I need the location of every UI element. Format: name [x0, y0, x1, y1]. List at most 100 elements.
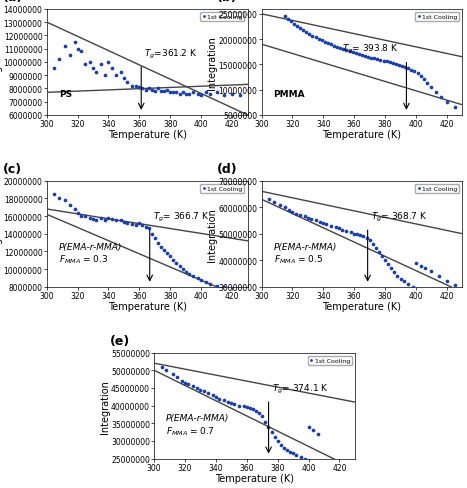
Point: [113, 217, 120, 225]
Point: [354, 231, 361, 239]
Text: $F_{MMA}$ = 0.3: $F_{MMA}$ = 0.3: [59, 253, 108, 265]
Point: [369, 241, 376, 249]
Point: [108, 65, 115, 73]
Legend: 1st Cooling: 1st Cooling: [308, 356, 352, 365]
Point: [179, 265, 186, 273]
Point: [349, 49, 356, 57]
Point: [268, 428, 275, 436]
Point: [92, 69, 100, 77]
Point: [105, 59, 112, 66]
Point: [265, 423, 272, 431]
Point: [71, 39, 78, 47]
Y-axis label: Integration: Integration: [207, 207, 217, 261]
Point: [86, 214, 94, 222]
Point: [386, 59, 394, 66]
Point: [383, 58, 390, 66]
Point: [382, 257, 389, 264]
Point: [181, 379, 189, 386]
Point: [404, 281, 412, 288]
Point: [207, 281, 214, 288]
Point: [117, 69, 125, 77]
Text: $T_g$= 368.7 K: $T_g$= 368.7 K: [371, 211, 427, 224]
Point: [220, 283, 228, 291]
Point: [398, 63, 406, 71]
Point: [66, 52, 74, 60]
Point: [380, 58, 387, 65]
Point: [327, 223, 335, 230]
Text: (e): (e): [110, 335, 130, 347]
Point: [262, 418, 269, 426]
Point: [154, 239, 162, 247]
Point: [390, 269, 398, 277]
Point: [321, 39, 329, 46]
Point: [363, 234, 370, 242]
Point: [410, 68, 418, 76]
Point: [333, 43, 341, 51]
Point: [170, 257, 177, 264]
Point: [174, 374, 181, 382]
Point: [392, 61, 400, 69]
Point: [198, 92, 205, 100]
Point: [74, 45, 81, 53]
Point: [301, 213, 309, 221]
Point: [228, 285, 236, 293]
X-axis label: Temperature (K): Temperature (K): [322, 130, 402, 140]
Point: [163, 86, 171, 94]
Point: [163, 366, 170, 374]
Point: [281, 13, 289, 21]
Legend: 1st Cooling: 1st Cooling: [200, 13, 244, 22]
Point: [366, 237, 374, 245]
Point: [249, 406, 257, 413]
Point: [202, 279, 210, 286]
Point: [97, 214, 105, 222]
Point: [352, 50, 360, 58]
Point: [324, 40, 332, 48]
Point: [375, 249, 382, 257]
Point: [281, 204, 289, 212]
Point: [157, 88, 165, 96]
Point: [182, 91, 190, 99]
Point: [120, 219, 127, 226]
Point: [202, 89, 210, 97]
Text: (a): (a): [2, 0, 23, 4]
Point: [228, 91, 236, 99]
Point: [120, 75, 127, 82]
Point: [55, 56, 63, 64]
Point: [310, 427, 317, 434]
Point: [384, 261, 392, 268]
Y-axis label: Integration: Integration: [207, 36, 217, 90]
Point: [178, 377, 186, 385]
Point: [297, 453, 304, 461]
Text: PMMA: PMMA: [274, 90, 305, 99]
Point: [205, 389, 212, 397]
X-axis label: Temperature (K): Temperature (K): [107, 302, 187, 312]
Point: [215, 395, 223, 403]
Point: [145, 225, 152, 233]
Point: [337, 45, 344, 53]
Point: [319, 220, 327, 227]
Point: [358, 52, 366, 60]
Point: [287, 19, 295, 26]
Legend: 1st Cooling: 1st Cooling: [415, 13, 459, 22]
Point: [213, 89, 220, 97]
Point: [292, 451, 300, 459]
Point: [231, 400, 238, 408]
Point: [66, 202, 74, 210]
Point: [276, 201, 284, 209]
Point: [286, 448, 294, 456]
Point: [77, 48, 85, 56]
Point: [437, 94, 445, 102]
Point: [340, 46, 347, 54]
Text: PS: PS: [59, 90, 72, 99]
Y-axis label: Integration: Integration: [0, 36, 2, 90]
Point: [97, 61, 105, 69]
Point: [417, 73, 425, 81]
Point: [86, 59, 94, 66]
Point: [370, 55, 378, 63]
Point: [420, 76, 427, 84]
Point: [77, 213, 85, 221]
Point: [194, 274, 202, 282]
Legend: 1st Cooling: 1st Cooling: [415, 184, 459, 194]
Point: [397, 275, 404, 283]
Point: [135, 220, 143, 227]
